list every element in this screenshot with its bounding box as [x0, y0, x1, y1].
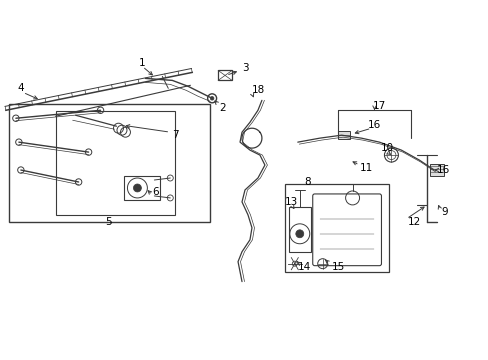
Text: 12: 12: [407, 217, 420, 227]
Bar: [124, 176, 160, 200]
Bar: [218, 71, 232, 80]
Text: 15: 15: [331, 262, 344, 272]
Bar: [9, 104, 210, 222]
Text: 2: 2: [218, 103, 225, 113]
Text: 11: 11: [359, 163, 372, 173]
Bar: [288, 207, 310, 252]
Text: 7: 7: [172, 130, 179, 140]
Text: 1: 1: [139, 58, 145, 68]
Text: 13: 13: [285, 197, 298, 207]
Bar: [56, 111, 175, 215]
Text: 4: 4: [18, 84, 24, 93]
Circle shape: [210, 96, 213, 100]
Text: 16: 16: [367, 120, 380, 130]
Bar: [429, 164, 443, 176]
Bar: [285, 184, 388, 272]
Text: 18: 18: [251, 85, 264, 95]
Circle shape: [133, 184, 141, 192]
Text: 14: 14: [298, 262, 311, 272]
Text: 10: 10: [380, 143, 393, 153]
Text: 6: 6: [152, 187, 159, 197]
Text: 16: 16: [436, 165, 449, 175]
Text: 5: 5: [105, 217, 112, 227]
Bar: [337, 131, 349, 139]
Text: 3: 3: [242, 63, 248, 73]
Text: 17: 17: [372, 101, 386, 111]
Text: 8: 8: [304, 177, 310, 187]
Circle shape: [295, 230, 303, 238]
Text: 9: 9: [440, 207, 447, 217]
